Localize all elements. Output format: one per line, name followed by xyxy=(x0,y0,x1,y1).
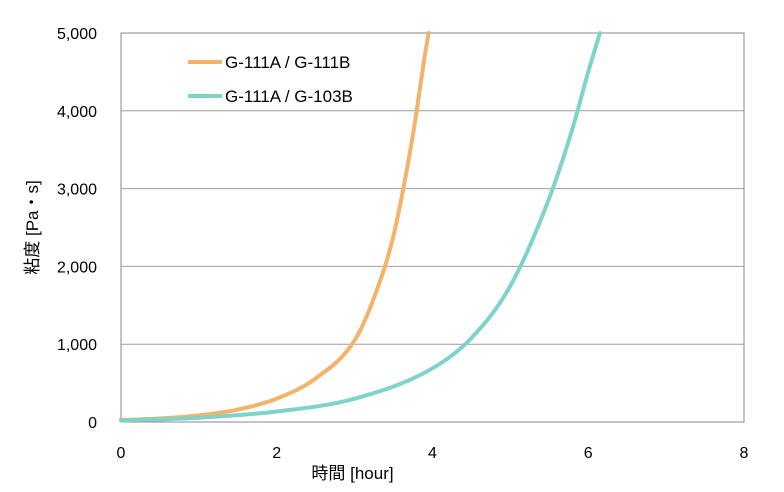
x-tick-label: 6 xyxy=(584,445,593,462)
y-tick-label: 2,000 xyxy=(57,259,97,276)
y-tick-label: 4,000 xyxy=(57,104,97,121)
y-tick-label: 3,000 xyxy=(57,182,97,199)
legend-label-2: G-111A / G-103B xyxy=(225,87,353,106)
x-tick-label: 4 xyxy=(428,445,437,462)
legend-label-1: G-111A / G-111B xyxy=(225,53,350,72)
series-line-2 xyxy=(119,31,602,423)
x-tick-label: 0 xyxy=(117,445,126,462)
y-tick-label: 0 xyxy=(88,415,97,432)
y-axis-ticks: 0 1,000 2,000 3,000 4,000 5,000 xyxy=(57,26,97,432)
x-axis-title: 時間 [hour] xyxy=(311,464,393,483)
x-tick-label: 2 xyxy=(272,445,281,462)
series-layer xyxy=(119,31,602,423)
y-tick-label: 1,000 xyxy=(57,337,97,354)
legend: G-111A / G-111B G-111A / G-103B xyxy=(188,53,353,106)
series-line-1 xyxy=(119,31,431,423)
y-axis-title: 粘度 [Pa・s] xyxy=(23,180,42,274)
y-tick-label: 5,000 xyxy=(57,26,97,43)
gridlines xyxy=(121,110,744,345)
x-tick-label: 8 xyxy=(740,445,749,462)
x-axis-ticks: 0 2 4 6 8 xyxy=(117,445,749,462)
plot-area-frame xyxy=(120,32,745,423)
